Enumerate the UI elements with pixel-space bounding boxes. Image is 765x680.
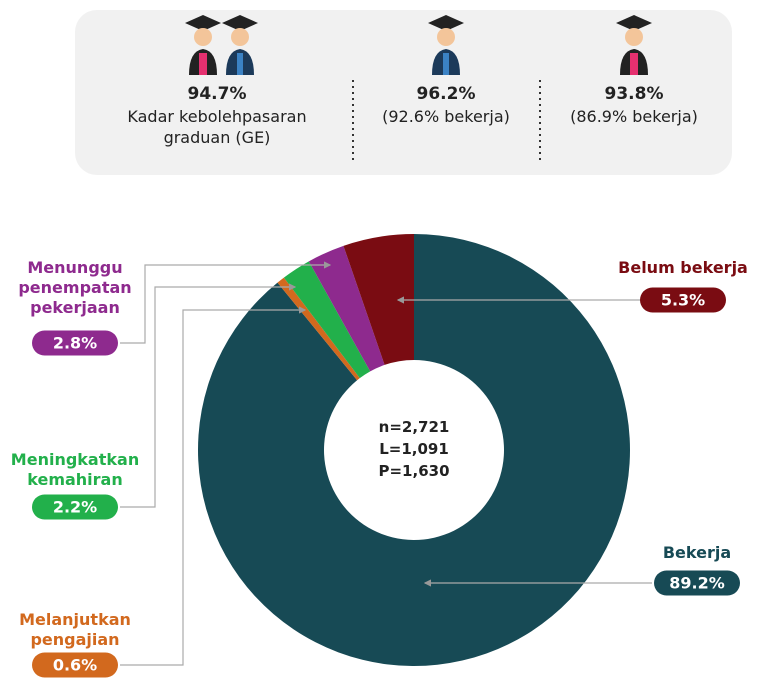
stat-value: 94.7%: [187, 84, 247, 104]
stat-label: (92.6% bekerja): [382, 107, 510, 126]
center-note: L=1,091: [379, 440, 449, 458]
donut-segment: [283, 261, 371, 379]
donut-segment: [277, 277, 360, 381]
value-label: 0.6%: [32, 652, 118, 678]
stat-label: (86.9% bekerja): [570, 107, 698, 126]
stat-value: 96.2%: [416, 84, 476, 104]
stat-label: Kadar kebolehpasaran graduan (GE): [127, 107, 307, 147]
center-note: P=1,630: [378, 462, 450, 480]
category-label: Bekerja: [662, 543, 732, 562]
stat-value: 93.8%: [604, 84, 664, 104]
value-label: 5.3%: [640, 287, 726, 313]
donut-segment: [343, 234, 414, 365]
graduate-icons: [185, 15, 652, 75]
leader-line: [120, 283, 297, 508]
donut-segment: [308, 245, 385, 372]
donut-segment: [197, 234, 631, 667]
category-label: Belum bekerja: [618, 258, 748, 277]
value-label: 2.8%: [32, 330, 118, 356]
value-label: 2.2%: [32, 494, 118, 520]
center-note: n=2,721: [378, 418, 450, 436]
value-label: 89.2%: [654, 570, 740, 596]
category-label: Menunggu penempatan pekerjaan: [18, 258, 132, 317]
category-label: Melanjutkan pengajian: [19, 610, 131, 649]
category-label: Meningkatkan kemahiran: [10, 450, 140, 489]
leader-line: [120, 306, 307, 666]
leader-line: [120, 261, 332, 344]
